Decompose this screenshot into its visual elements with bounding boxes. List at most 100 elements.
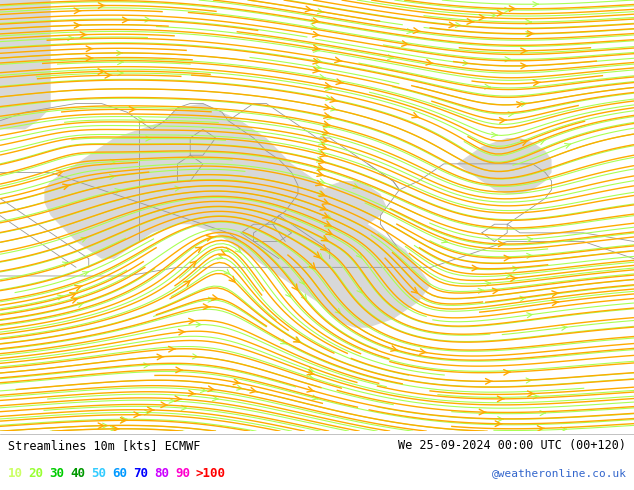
FancyArrowPatch shape — [313, 67, 320, 73]
FancyArrowPatch shape — [184, 281, 190, 286]
FancyArrowPatch shape — [316, 58, 322, 63]
FancyArrowPatch shape — [122, 17, 129, 23]
FancyArrowPatch shape — [313, 31, 320, 37]
FancyArrowPatch shape — [120, 417, 127, 423]
FancyArrowPatch shape — [224, 269, 231, 275]
FancyArrowPatch shape — [509, 6, 516, 11]
FancyArrowPatch shape — [311, 19, 317, 24]
FancyArrowPatch shape — [250, 388, 257, 393]
Text: 50: 50 — [91, 467, 107, 480]
FancyArrowPatch shape — [175, 396, 182, 401]
FancyArrowPatch shape — [491, 132, 497, 137]
FancyArrowPatch shape — [321, 236, 328, 242]
FancyArrowPatch shape — [117, 71, 123, 75]
FancyArrowPatch shape — [505, 7, 510, 12]
FancyArrowPatch shape — [229, 276, 235, 282]
FancyArrowPatch shape — [486, 379, 493, 384]
FancyArrowPatch shape — [485, 281, 491, 286]
FancyArrowPatch shape — [208, 386, 215, 392]
FancyArrowPatch shape — [498, 416, 503, 422]
FancyArrowPatch shape — [134, 412, 141, 417]
FancyArrowPatch shape — [311, 25, 317, 30]
Polygon shape — [0, 0, 51, 129]
FancyArrowPatch shape — [307, 369, 314, 375]
FancyArrowPatch shape — [426, 60, 433, 65]
FancyArrowPatch shape — [533, 2, 538, 7]
FancyArrowPatch shape — [286, 292, 291, 297]
FancyArrowPatch shape — [521, 101, 527, 106]
FancyArrowPatch shape — [317, 254, 323, 260]
FancyArrowPatch shape — [317, 166, 323, 171]
FancyArrowPatch shape — [493, 288, 500, 294]
FancyArrowPatch shape — [336, 79, 344, 84]
FancyArrowPatch shape — [74, 23, 80, 28]
FancyArrowPatch shape — [320, 74, 325, 79]
FancyArrowPatch shape — [313, 18, 320, 24]
FancyArrowPatch shape — [527, 237, 533, 242]
FancyArrowPatch shape — [319, 179, 325, 184]
FancyArrowPatch shape — [411, 287, 418, 293]
FancyArrowPatch shape — [505, 57, 510, 62]
FancyArrowPatch shape — [200, 388, 206, 392]
FancyArrowPatch shape — [98, 3, 105, 8]
FancyArrowPatch shape — [316, 180, 323, 186]
FancyArrowPatch shape — [325, 83, 332, 88]
FancyArrowPatch shape — [503, 369, 510, 375]
FancyArrowPatch shape — [520, 296, 526, 301]
FancyArrowPatch shape — [467, 19, 474, 25]
FancyArrowPatch shape — [561, 427, 567, 432]
FancyArrowPatch shape — [77, 302, 84, 307]
FancyArrowPatch shape — [326, 96, 332, 100]
FancyArrowPatch shape — [301, 294, 306, 299]
FancyArrowPatch shape — [145, 410, 150, 415]
FancyArrowPatch shape — [510, 276, 517, 281]
FancyArrowPatch shape — [157, 354, 164, 360]
FancyArrowPatch shape — [533, 80, 540, 86]
FancyArrowPatch shape — [181, 405, 187, 410]
FancyArrowPatch shape — [318, 158, 326, 164]
FancyArrowPatch shape — [323, 213, 329, 218]
FancyArrowPatch shape — [80, 32, 87, 38]
FancyArrowPatch shape — [175, 186, 181, 191]
FancyArrowPatch shape — [526, 20, 531, 25]
FancyArrowPatch shape — [193, 354, 198, 359]
FancyArrowPatch shape — [75, 286, 82, 291]
FancyArrowPatch shape — [324, 104, 332, 110]
FancyArrowPatch shape — [539, 140, 545, 145]
FancyArrowPatch shape — [74, 8, 81, 14]
FancyArrowPatch shape — [498, 241, 505, 246]
FancyArrowPatch shape — [321, 245, 327, 250]
FancyArrowPatch shape — [325, 221, 331, 226]
FancyArrowPatch shape — [322, 137, 329, 143]
FancyArrowPatch shape — [313, 45, 320, 50]
FancyArrowPatch shape — [176, 367, 183, 373]
Text: @weatheronline.co.uk: @weatheronline.co.uk — [491, 468, 626, 479]
Text: 30: 30 — [49, 467, 65, 480]
FancyArrowPatch shape — [139, 118, 145, 122]
FancyArrowPatch shape — [508, 112, 514, 117]
FancyArrowPatch shape — [391, 346, 398, 351]
FancyArrowPatch shape — [497, 10, 504, 16]
FancyArrowPatch shape — [335, 308, 342, 315]
FancyArrowPatch shape — [122, 416, 127, 422]
FancyArrowPatch shape — [179, 329, 186, 335]
FancyArrowPatch shape — [330, 106, 337, 111]
FancyArrowPatch shape — [63, 184, 70, 190]
FancyArrowPatch shape — [161, 402, 168, 408]
FancyArrowPatch shape — [307, 264, 313, 269]
FancyArrowPatch shape — [86, 55, 93, 61]
FancyArrowPatch shape — [527, 391, 534, 396]
Text: 60: 60 — [112, 467, 127, 480]
FancyArrowPatch shape — [206, 236, 214, 241]
Text: 20: 20 — [29, 467, 44, 480]
Polygon shape — [44, 103, 431, 328]
FancyArrowPatch shape — [318, 9, 323, 14]
FancyArrowPatch shape — [561, 325, 567, 330]
FancyArrowPatch shape — [353, 184, 359, 188]
FancyArrowPatch shape — [144, 363, 150, 368]
FancyArrowPatch shape — [463, 60, 469, 66]
FancyArrowPatch shape — [517, 102, 524, 107]
FancyArrowPatch shape — [110, 174, 115, 179]
FancyArrowPatch shape — [326, 223, 332, 228]
FancyArrowPatch shape — [219, 250, 225, 255]
